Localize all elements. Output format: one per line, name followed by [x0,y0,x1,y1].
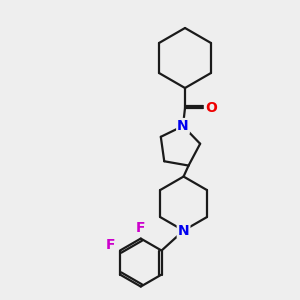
Text: F: F [136,220,146,235]
Text: F: F [106,238,115,252]
Text: O: O [205,101,217,115]
Text: N: N [178,224,189,238]
Text: N: N [177,119,189,133]
